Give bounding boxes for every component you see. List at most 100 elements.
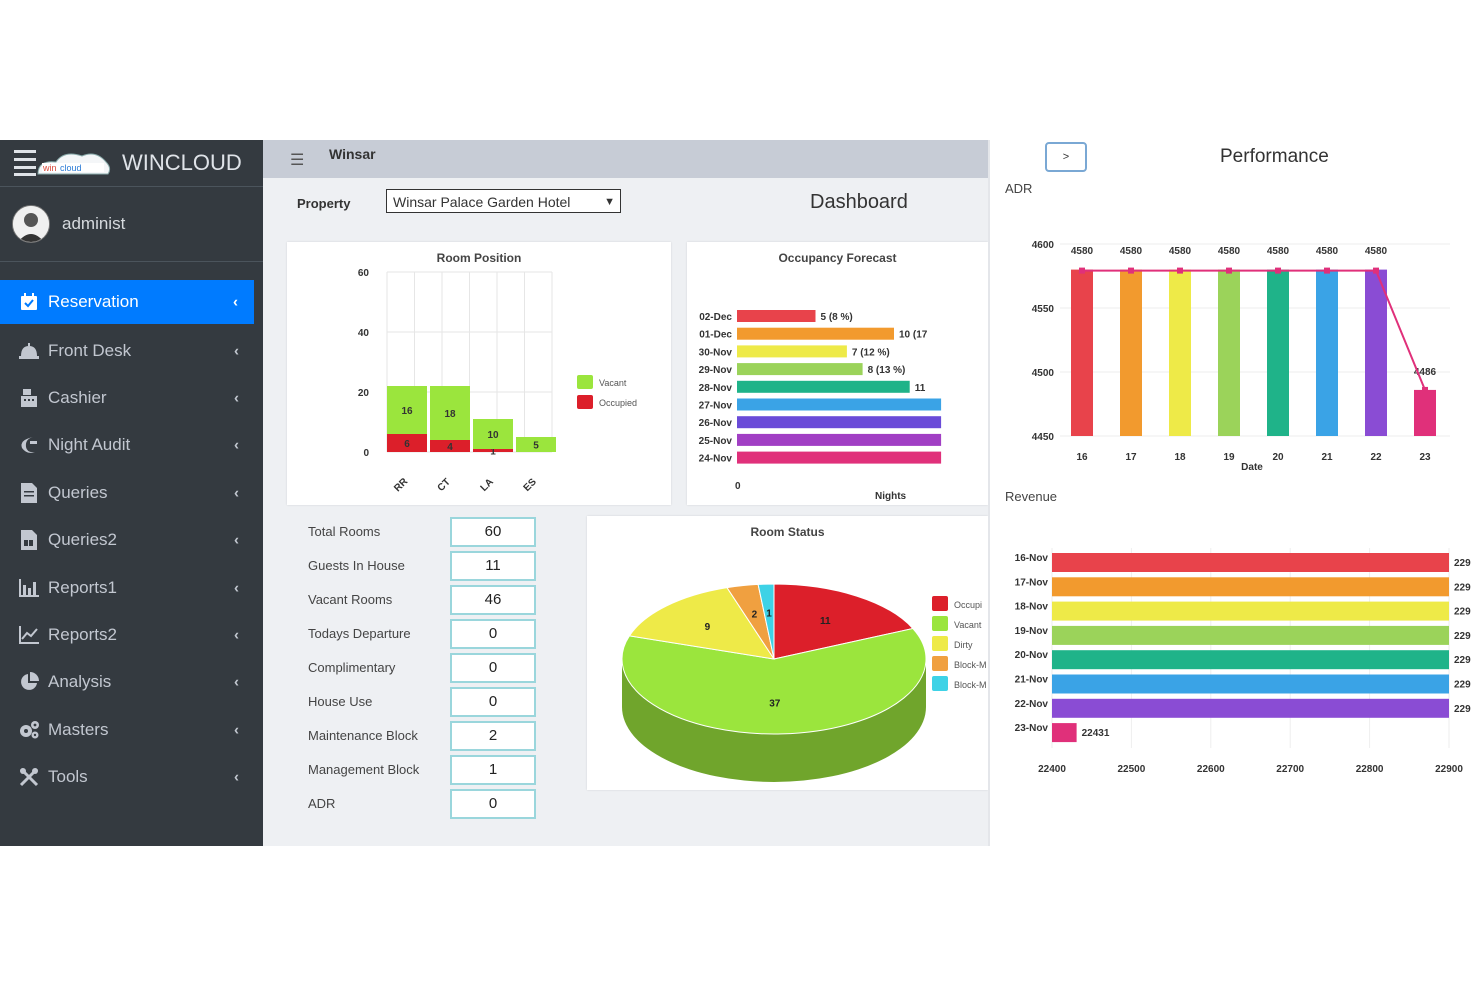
- series-line: [1082, 269, 1426, 391]
- legend-label: Block-M: [954, 660, 987, 670]
- gears-icon: [18, 719, 40, 741]
- property-select[interactable]: Winsar Palace Garden Hotel ▼: [386, 189, 621, 213]
- property-select-value: Winsar Palace Garden Hotel: [393, 194, 571, 210]
- data-label: 10 (17: [899, 330, 928, 341]
- chevron-left-icon: ‹: [234, 436, 239, 454]
- navbar-title: Winsar: [329, 146, 376, 162]
- adr-chart-label: ADR: [1005, 181, 1033, 196]
- stat-value-adr: 0: [450, 789, 536, 819]
- data-label: 37: [769, 698, 781, 709]
- bar: [1218, 269, 1240, 436]
- revenue-chart-label: Revenue: [1005, 489, 1058, 504]
- data-label: 229: [1454, 582, 1471, 593]
- sidebar-item-queries[interactable]: Queries ‹: [0, 469, 263, 516]
- bar-segment: [387, 434, 427, 452]
- data-label: 4580: [1316, 246, 1339, 257]
- line-chart-icon: [18, 624, 40, 646]
- x-tick-label: 20: [1272, 452, 1284, 463]
- sidebar-item-label: Cashier: [48, 388, 107, 408]
- sidebar-item-night-audit[interactable]: Night Audit ‹: [0, 422, 263, 469]
- sidebar-item-cashier[interactable]: Cashier ‹: [0, 374, 263, 421]
- brand[interactable]: win cloud WINCLOUD: [0, 140, 263, 187]
- data-label: 6: [404, 439, 410, 450]
- sidebar-item-reports2[interactable]: Reports2 ‹: [0, 611, 263, 658]
- sidebar-item-label: Reports2: [48, 625, 117, 645]
- bell-icon: [18, 340, 40, 362]
- bar-segment: [430, 440, 470, 452]
- data-label: 11: [915, 383, 926, 394]
- y-tick-label: 20-Nov: [1015, 650, 1049, 661]
- line-point: [1422, 386, 1428, 393]
- bar-segment: [473, 449, 513, 452]
- stat-label-management-block: Management Block: [308, 762, 420, 777]
- room-status-chart: 11 37 9 2 1 Occupi Vacant Dirty Block-M Block-M: [621, 583, 987, 782]
- bar-segment: [387, 386, 427, 434]
- bar: [1052, 650, 1449, 670]
- panel-toggle-button[interactable]: >: [1045, 142, 1087, 172]
- sidebar-item-label: Queries: [48, 482, 108, 502]
- line-point: [1275, 267, 1281, 274]
- bar: [737, 451, 942, 464]
- y-tick-label: 02-Dec: [699, 312, 732, 323]
- legend-label: Vacant: [954, 620, 982, 630]
- data-label: 8 (13 %): [868, 365, 906, 376]
- y-tick-label: 29-Nov: [699, 365, 733, 376]
- y-tick-label: 0: [363, 448, 369, 459]
- user-panel[interactable]: administ: [0, 187, 263, 262]
- file-icon: [18, 482, 40, 504]
- sidebar-item-reports1[interactable]: Reports1 ‹: [0, 564, 263, 611]
- sidebar-menu: Reservation ‹ Front Desk ‹ Cashier ‹: [0, 262, 263, 801]
- y-tick-label: 24-Nov: [699, 454, 733, 465]
- data-label: 5 (8 %): [821, 312, 853, 323]
- legend-swatch: [932, 656, 948, 671]
- revenue-chart: 22400 22500 22600 22700 22800 22900 16-Nov 229 1…: [1015, 548, 1471, 775]
- data-label: 1: [490, 447, 496, 458]
- stat-label-house-use: House Use: [308, 694, 373, 709]
- bar: [1052, 625, 1449, 645]
- x-tick-label: 22800: [1356, 764, 1384, 775]
- stat-label-maintenance-block: Maintenance Block: [308, 728, 418, 743]
- performance-title: Performance: [1220, 146, 1329, 167]
- line-point: [1177, 267, 1183, 274]
- sidebar-item-masters[interactable]: Masters ‹: [0, 706, 263, 753]
- sidebar-item-label: Queries2: [48, 530, 117, 550]
- data-label: 4580: [1365, 246, 1388, 257]
- line-point: [1079, 267, 1085, 274]
- y-tick-label: 22-Nov: [1015, 699, 1049, 710]
- sidebar-item-reservation[interactable]: Reservation ‹: [0, 280, 254, 324]
- stat-label-todays-departure: Todays Departure: [308, 626, 411, 641]
- sidebar: win cloud WINCLOUD administ Reser: [0, 140, 263, 846]
- data-label: 229: [1454, 655, 1471, 666]
- chevron-down-icon: ▼: [604, 196, 615, 208]
- data-label: 2: [752, 610, 758, 621]
- occupancy-forecast-title: Occupancy Forecast: [778, 251, 897, 265]
- legend-label: Block-M: [954, 680, 987, 690]
- legend-label: Occupi: [954, 600, 982, 610]
- top-navbar: ☰ Winsar: [263, 140, 988, 178]
- x-tick-label: 16: [1076, 452, 1088, 463]
- x-tick-label: 23: [1419, 452, 1431, 463]
- sidebar-item-front-desk[interactable]: Front Desk ‹: [0, 327, 263, 374]
- x-tick-label: 0: [735, 481, 741, 492]
- y-tick-label: 21-Nov: [1015, 675, 1049, 686]
- data-label: 4580: [1071, 246, 1094, 257]
- legend-label: Occupied: [599, 398, 637, 408]
- wincloud-logo: win cloud: [12, 146, 112, 180]
- data-label: 229: [1454, 607, 1471, 618]
- sidebar-item-analysis[interactable]: Analysis ‹: [0, 659, 263, 706]
- bar-segment: [430, 386, 470, 440]
- x-tick-label: 22400: [1038, 764, 1066, 775]
- data-label: 229: [1454, 631, 1471, 642]
- sidebar-item-queries2[interactable]: Queries2 ‹: [0, 517, 263, 564]
- chevron-left-icon: ‹: [233, 293, 238, 311]
- sidebar-item-tools[interactable]: Tools ‹: [0, 754, 263, 801]
- hamburger-menu-icon[interactable]: ☰: [290, 152, 305, 169]
- data-label: 4580: [1218, 246, 1241, 257]
- room-status-title: Room Status: [750, 525, 825, 539]
- pie-chart-icon: [18, 671, 40, 693]
- svg-text:win: win: [42, 163, 57, 173]
- data-label: 9: [705, 622, 711, 633]
- stat-value-total-rooms: 60: [450, 517, 536, 547]
- x-tick-label: 22500: [1117, 764, 1145, 775]
- x-tick-label: ES: [522, 476, 539, 493]
